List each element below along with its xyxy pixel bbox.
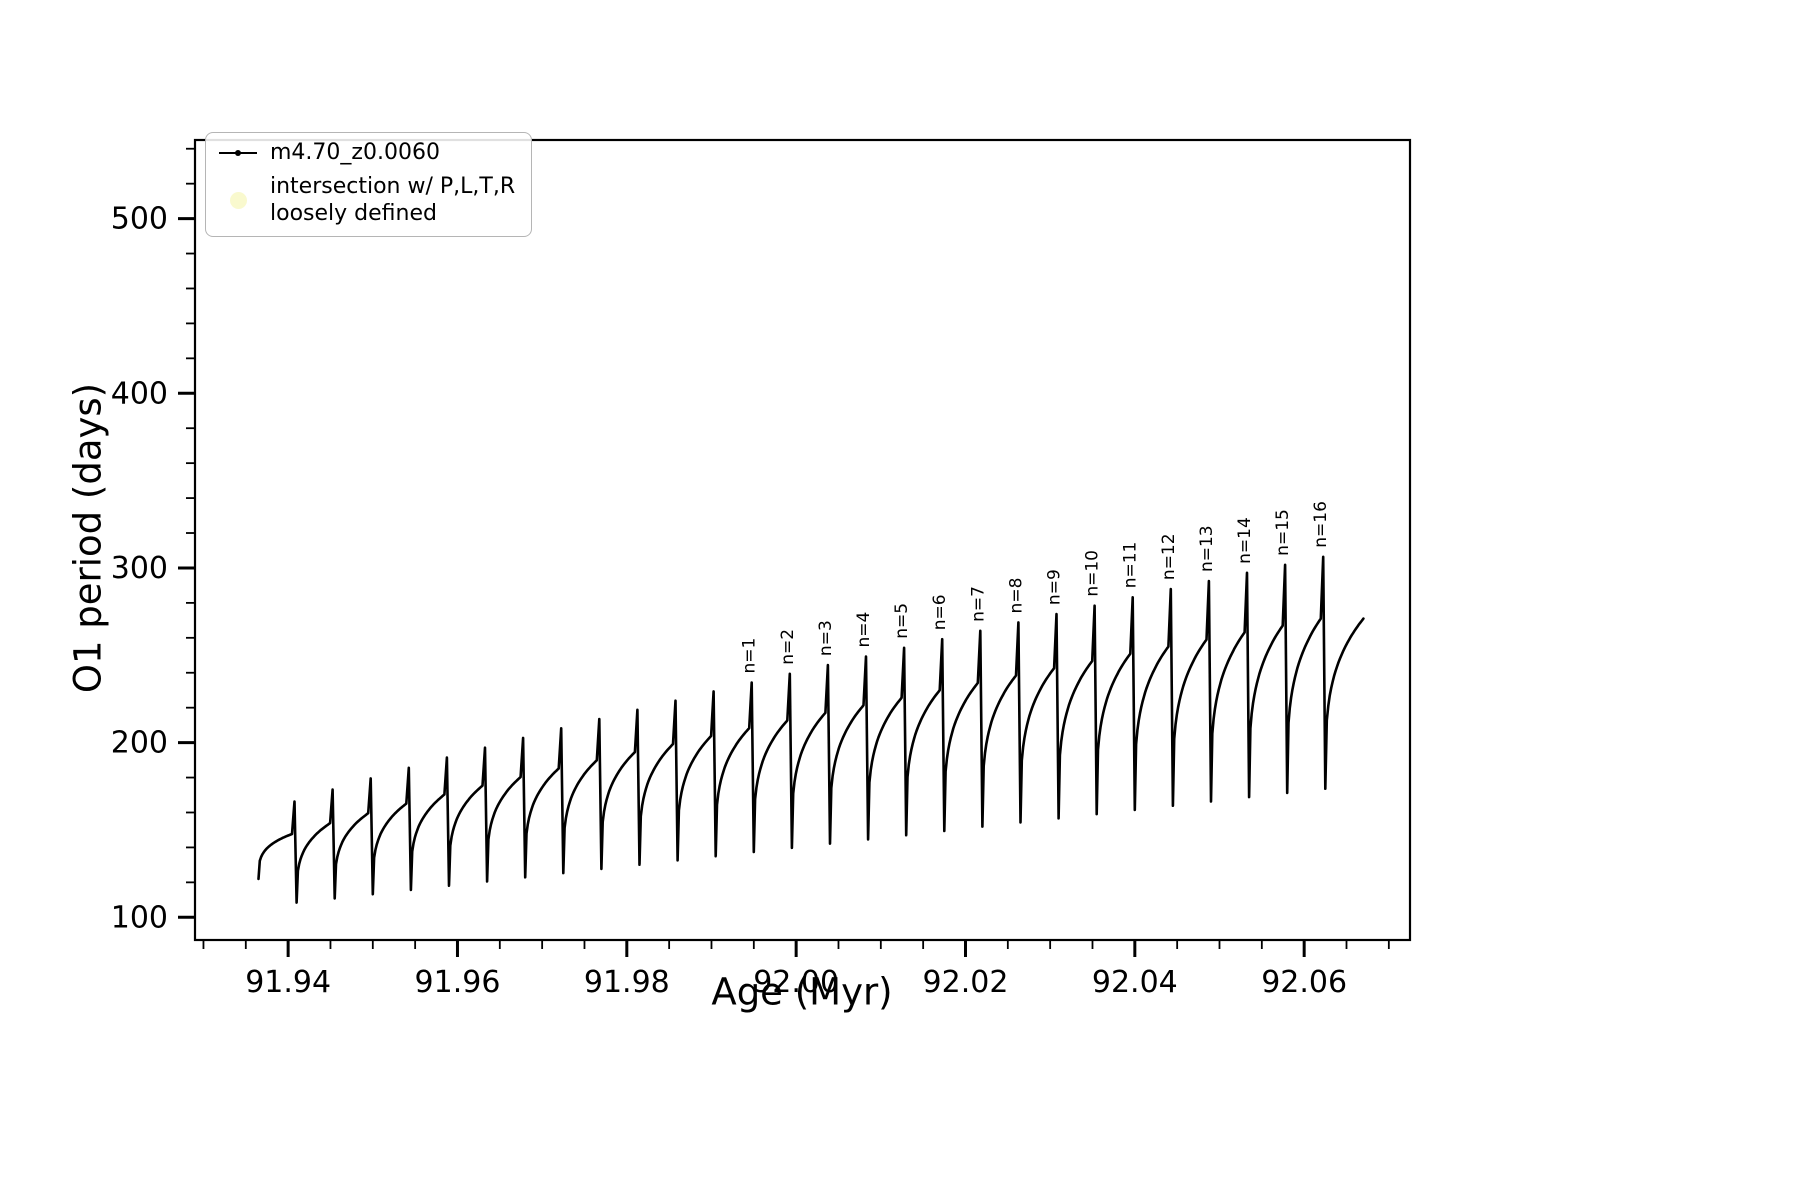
annotation-n-8: n=8 <box>1006 578 1026 614</box>
x-tick-label: 91.98 <box>584 965 670 1000</box>
series-curve <box>257 555 1365 904</box>
annotation-n-2: n=2 <box>778 629 798 665</box>
annotation-n-9: n=9 <box>1045 569 1065 605</box>
legend-entry-intersection: intersection w/ P,L,T,R loosely defined <box>218 174 515 228</box>
y-tick-label: 100 <box>111 900 168 935</box>
y-tick-label: 500 <box>111 202 168 237</box>
legend-circle-icon <box>218 192 258 210</box>
annotation-n-1: n=1 <box>740 638 760 674</box>
legend-entry-series: m4.70_z0.0060 <box>218 140 515 167</box>
x-axis-label: Age (Myr) <box>711 970 893 1014</box>
x-tick-label: 92.04 <box>1092 965 1178 1000</box>
plot-frame <box>193 138 1412 942</box>
x-tick-label: 92.00 <box>753 965 839 1000</box>
annotation-n-4: n=4 <box>854 612 874 648</box>
annotation-n-5: n=5 <box>892 603 912 639</box>
x-tick-label: 92.02 <box>923 965 1009 1000</box>
x-tick-label: 91.96 <box>415 965 501 1000</box>
annotation-n-10: n=10 <box>1083 550 1103 597</box>
legend-intersection-label-line2: loosely defined <box>270 200 437 226</box>
legend-intersection-label: intersection w/ P,L,T,R loosely defined <box>270 174 515 228</box>
y-tick-label: 300 <box>111 551 168 586</box>
annotation-n-16: n=16 <box>1311 501 1331 548</box>
annotation-n-7: n=7 <box>968 586 988 622</box>
legend: m4.70_z0.0060 intersection w/ P,L,T,R lo… <box>205 132 533 238</box>
legend-line-dot-icon <box>218 152 258 155</box>
annotation-n-13: n=13 <box>1197 525 1217 572</box>
annotation-n-12: n=12 <box>1159 533 1179 580</box>
y-tick-label: 400 <box>111 376 168 411</box>
annotation-n-14: n=14 <box>1235 517 1255 564</box>
y-axis-label: O1 period (days) <box>66 382 110 694</box>
annotation-n-15: n=15 <box>1273 509 1293 556</box>
x-tick-label: 92.06 <box>1261 965 1347 1000</box>
legend-intersection-label-line1: intersection w/ P,L,T,R <box>270 173 516 199</box>
y-tick-label: 200 <box>111 726 168 761</box>
x-tick-label: 91.94 <box>245 965 331 1000</box>
annotation-n-6: n=6 <box>930 594 950 630</box>
annotation-n-11: n=11 <box>1121 542 1141 589</box>
annotation-n-3: n=3 <box>816 620 836 656</box>
legend-series-label: m4.70_z0.0060 <box>270 140 440 165</box>
